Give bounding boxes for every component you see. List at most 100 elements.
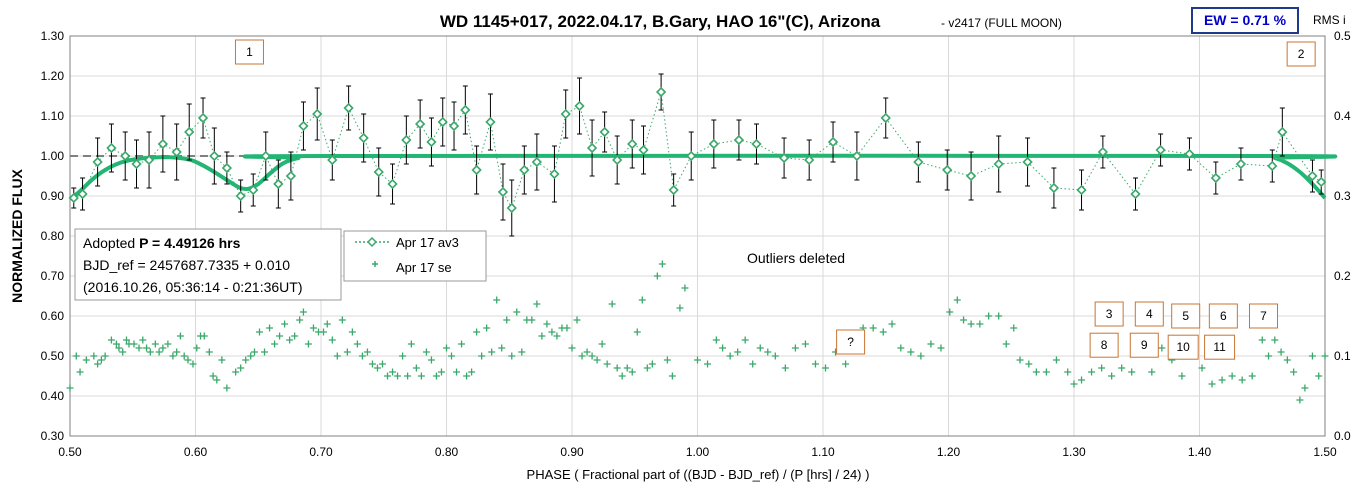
plus-point [583, 348, 591, 356]
plus-point [399, 352, 407, 360]
plus-point [578, 352, 586, 360]
plus-point [897, 344, 905, 352]
dip-marker-box [1171, 303, 1201, 329]
y2-tick-label: 0.2 [1334, 269, 1351, 283]
chart-subtitle: - v2417 (FULL MOON) [941, 16, 1062, 30]
plus-point [1010, 324, 1018, 332]
dip-marker-label: 11 [1213, 340, 1226, 354]
x-tick-label: 1.00 [686, 445, 710, 459]
plus-point [1078, 376, 1086, 384]
diamond-point [171, 146, 182, 158]
diamond-point [560, 108, 571, 120]
dip-marker-label: ? [847, 335, 854, 349]
plus-point [1258, 336, 1266, 344]
plus-point [598, 340, 606, 348]
plus-point [498, 344, 506, 352]
plus-point [791, 344, 799, 352]
x-tick-label: 1.10 [811, 445, 835, 459]
info-line2: BJD_ref = 2457687.7335 + 0.010 [83, 257, 290, 273]
plus-point [1321, 352, 1329, 360]
x-axis-label: PHASE ( Fractional part of ((BJD - BJD_r… [527, 467, 870, 482]
plus-point [538, 332, 546, 340]
plus-point [488, 348, 496, 356]
diamond-point [1076, 184, 1087, 196]
y-axis-ticks: 0.30 0.40 0.50 0.60 0.70 0.80 0.90 1.00 1.10 1.20… [41, 29, 65, 443]
plus-point [261, 348, 269, 356]
plus-point [101, 352, 109, 360]
plus-point [119, 348, 127, 356]
diamond-point [143, 154, 155, 166]
legend-diamond-marker [366, 236, 378, 248]
plus-point [811, 360, 819, 368]
plus-point [781, 364, 789, 372]
diamond-point [235, 190, 246, 202]
y2-tick-label: 0.5 [1334, 29, 1351, 43]
y-tick-label: 0.60 [41, 309, 65, 323]
y-tick-label: 1.10 [41, 109, 65, 123]
plus-point [422, 348, 430, 356]
plus-point [94, 360, 102, 368]
diamond-point [708, 138, 719, 150]
plus-point [237, 364, 245, 372]
plus-point [1218, 376, 1226, 384]
dip-marker-label: 2 [1298, 47, 1305, 61]
plus-point [184, 356, 192, 364]
plus-point [443, 344, 450, 352]
dip-marker-box [1286, 41, 1316, 67]
plus-point [508, 352, 516, 360]
plus-point [1108, 372, 1116, 380]
plus-point [66, 384, 74, 392]
plus-point [368, 360, 376, 368]
diamond-point [549, 168, 560, 180]
plus-point [473, 328, 481, 336]
plus-point [613, 364, 621, 372]
diamond-point [1155, 144, 1166, 156]
diamond-point [298, 120, 309, 132]
plus-point [296, 316, 304, 324]
diamond-point [506, 202, 517, 214]
plus-point [146, 348, 154, 356]
x-tick-label: 1.20 [937, 445, 961, 459]
x-tick-label: 0.60 [184, 445, 208, 459]
plus-point [588, 352, 596, 360]
plus-point [412, 364, 420, 372]
y-tick-label: 0.30 [41, 429, 65, 443]
legend-label-av3: Apr 17 av3 [396, 235, 459, 250]
plus-point [139, 336, 147, 344]
y2-tick-label: 0.4 [1334, 109, 1351, 123]
plus-point [256, 328, 264, 336]
plus-point [1301, 384, 1309, 392]
diamond-point [804, 154, 815, 166]
plus-point [1148, 368, 1156, 376]
plus-point [173, 348, 181, 356]
diamond-point [1316, 176, 1327, 188]
plus-point [209, 372, 217, 380]
diamond-point [1022, 156, 1033, 168]
plus-point [633, 328, 641, 336]
plus-point [917, 352, 925, 360]
diamond-point [586, 142, 598, 154]
info-line1-period: P = 4.49126 hrs [139, 235, 241, 251]
dip-marker-label: 3 [1106, 307, 1113, 321]
dip-marker-label: 9 [1141, 338, 1148, 352]
plus-point [169, 352, 177, 360]
diamond-point [401, 134, 412, 146]
diamond-point [778, 152, 790, 164]
plus-point [458, 340, 466, 348]
plus-point [143, 344, 151, 352]
plus-point [960, 316, 968, 324]
plus-point [1248, 372, 1256, 380]
diamond-point [497, 186, 509, 198]
plus-point [358, 352, 366, 360]
diamond-point [1267, 160, 1278, 172]
y-axis-label: NORMALIZED FLUX [9, 168, 25, 302]
plus-point [1025, 360, 1033, 368]
y-tick-label: 1.20 [41, 69, 65, 83]
plus-point [271, 340, 279, 348]
plus-point [348, 328, 356, 336]
plus-point [437, 368, 445, 376]
plus-point [1088, 368, 1096, 376]
plus-point [1296, 396, 1304, 404]
plus-point [1308, 352, 1316, 360]
